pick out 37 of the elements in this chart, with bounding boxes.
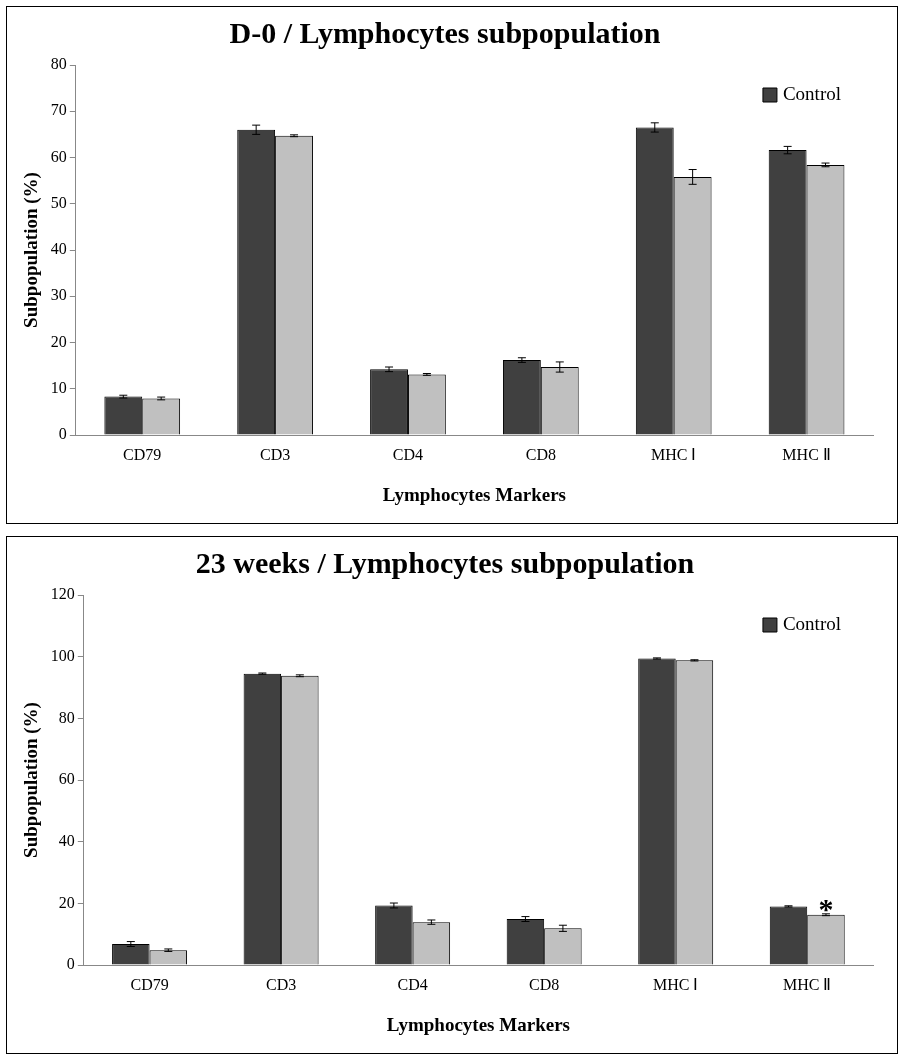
y-tick-label: 20: [58, 893, 75, 911]
y-tick-label: 40: [58, 831, 75, 849]
y-tick-label: 120: [50, 585, 75, 603]
y-tick-label: 100: [50, 646, 75, 664]
annotation: *: [818, 891, 834, 925]
y-tick-label: 20: [50, 332, 67, 350]
y-axis-title: Subpopulation (%): [20, 172, 43, 328]
x-tick-label: CD4: [397, 975, 428, 993]
y-tick-label: 50: [50, 193, 67, 211]
y-tick-label: 30: [50, 286, 67, 304]
x-tick-label: CD8: [525, 445, 556, 463]
y-tick-label: 80: [50, 55, 67, 73]
chart-title: 23 weeks / Lymphocytes subpopulation: [195, 545, 695, 579]
y-axis-title: Subpopulation (%): [20, 702, 43, 858]
y-tick-label: 10: [50, 378, 67, 396]
x-tick-label: CD4: [392, 445, 424, 463]
x-tick-label: CD79: [130, 975, 169, 993]
x-axis-title: Lymphocytes Markers: [386, 1013, 570, 1035]
y-tick-label: 0: [58, 425, 67, 443]
x-tick-label: MHC Ⅱ: [783, 975, 832, 993]
y-tick-label: 0: [66, 955, 75, 973]
y-tick-label: 80: [58, 708, 75, 726]
y-tick-label: 70: [50, 101, 67, 119]
legend-label: Control: [782, 82, 841, 104]
x-tick-label: CD3: [265, 975, 297, 993]
x-tick-label: CD8: [529, 975, 560, 993]
x-tick-label: MHC Ⅰ: [652, 975, 699, 993]
x-tick-label: MHC Ⅱ: [782, 445, 831, 463]
y-tick-label: 60: [50, 147, 67, 165]
x-tick-label: CD79: [123, 445, 162, 463]
y-tick-label: 40: [50, 240, 67, 258]
x-tick-label: MHC Ⅰ: [650, 445, 697, 463]
chart-title: D-0 / Lymphocytes subpopulation: [229, 15, 661, 49]
y-tick-label: 60: [58, 770, 75, 788]
x-tick-label: CD3: [259, 445, 291, 463]
legend-label: Control: [782, 612, 841, 634]
x-axis-title: Lymphocytes Markers: [382, 483, 566, 505]
